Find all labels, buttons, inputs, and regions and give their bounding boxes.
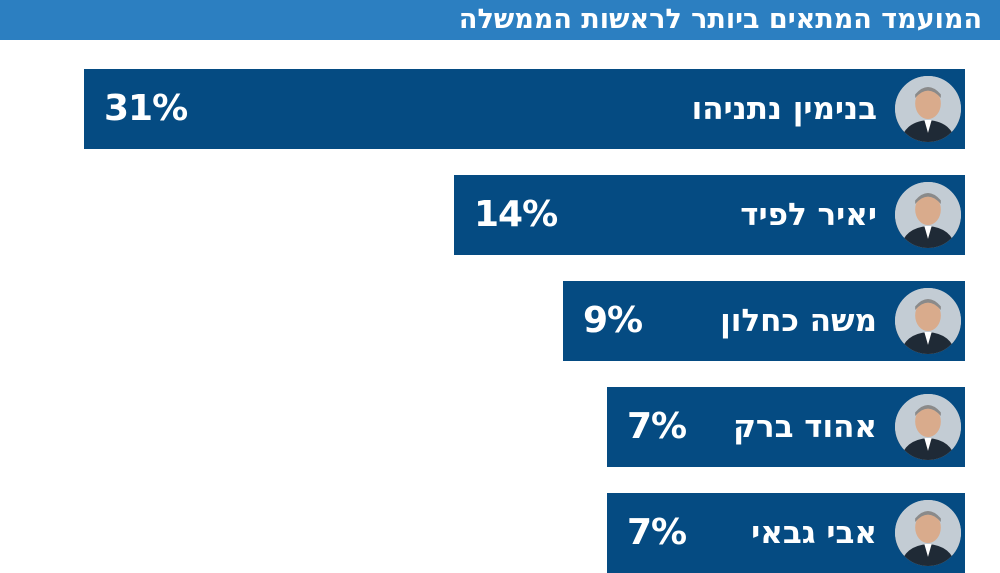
category-label: אהוד ברק xyxy=(733,409,877,445)
category-label: משה כחלון xyxy=(720,303,877,339)
chart-title: המועמד המתאים ביותר לראשות הממשלה xyxy=(458,4,982,35)
bar: משה כחלון 9% xyxy=(563,281,965,361)
portrait-icon xyxy=(892,73,964,145)
data-label: 14% xyxy=(474,194,558,235)
bar: בנימין נתניהו 31% xyxy=(84,69,965,149)
bar-chart: בנימין נתניהו 31% יאיר לפיד 14% משה כחלון 9% א… xyxy=(84,69,965,573)
portrait-icon xyxy=(892,391,964,463)
portrait-icon xyxy=(892,285,964,357)
category-label: אבי גבאי xyxy=(751,515,877,551)
category-label: יאיר לפיד xyxy=(740,197,877,233)
data-label: 7% xyxy=(627,406,687,447)
bar: יאיר לפיד 14% xyxy=(454,175,965,255)
data-label: 7% xyxy=(627,512,687,553)
title-bar: המועמד המתאים ביותר לראשות הממשלה xyxy=(0,0,1000,40)
portrait-icon xyxy=(892,497,964,569)
data-label: 31% xyxy=(104,88,188,129)
category-label: בנימין נתניהו xyxy=(691,91,877,127)
portrait-icon xyxy=(892,179,964,251)
data-label: 9% xyxy=(583,300,643,341)
